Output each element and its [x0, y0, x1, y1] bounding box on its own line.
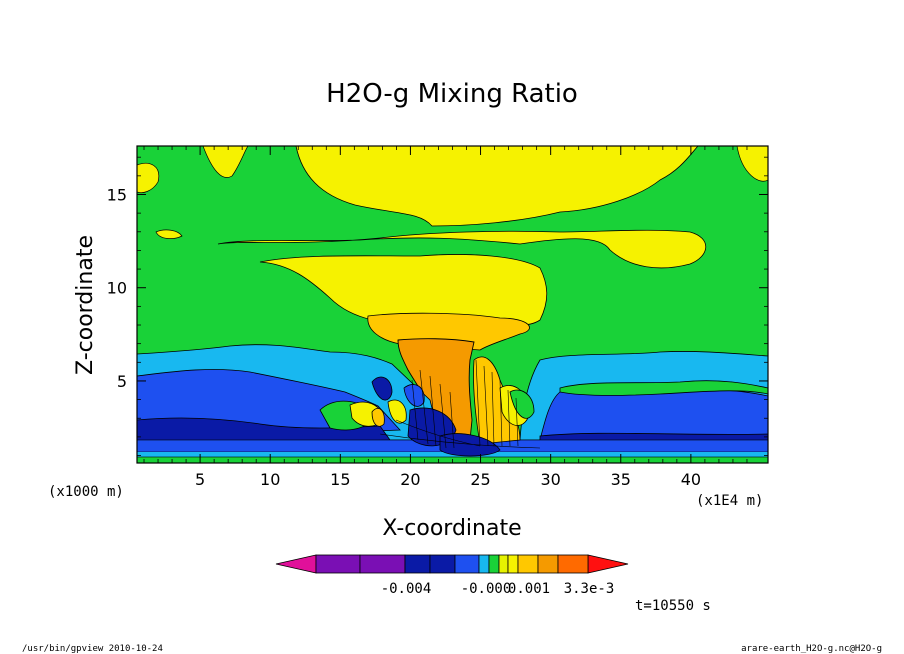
colorbar-segment — [315, 554, 361, 574]
footer-left: /usr/bin/gpview 2010-10-24 — [22, 644, 163, 654]
region-orange-cell — [371, 408, 385, 427]
colorbar-labels: -0.004 -0.000 0.001 3.3e-3 — [381, 581, 615, 597]
region-yellow-anvil — [217, 229, 707, 269]
x-tick-label: 30 — [540, 470, 560, 489]
region-blue-cell — [403, 384, 425, 407]
colorbar-segment — [537, 554, 559, 574]
chart-title: H2O-g Mixing Ratio — [326, 79, 578, 109]
region-yellow-patch — [155, 229, 183, 239]
colorbar-label: -0.000 — [461, 581, 512, 597]
region-darkblue-cell — [439, 433, 501, 457]
x-unit-right: (x1E4 m) — [696, 493, 763, 509]
x-tick-label: 25 — [470, 470, 490, 489]
colorbar-label: -0.004 — [381, 581, 432, 597]
contour-lines — [379, 359, 541, 449]
x-axis-label: X-coordinate — [382, 516, 521, 541]
colorbar-end-right — [587, 554, 629, 574]
convective-region — [319, 356, 541, 457]
region-darkblue-cell — [371, 376, 393, 401]
colorbar-end-left — [275, 554, 317, 574]
colorbar-segment — [507, 554, 519, 574]
x-tick-label: 40 — [681, 470, 701, 489]
x-tick-label: 10 — [260, 470, 280, 489]
region-yellow-plume-top — [295, 146, 699, 227]
colorbar-segment — [478, 554, 490, 574]
colorbar-segment — [429, 554, 456, 574]
x-tick-label: 20 — [400, 470, 420, 489]
y-axis-label: Z-coordinate — [73, 235, 98, 375]
colorbar-segment — [359, 554, 406, 574]
region-yellow-anvil — [259, 254, 548, 326]
colorbar — [275, 554, 629, 574]
footer-right: arare-earth_H2O-g.nc@H2O-g — [741, 644, 882, 654]
x-unit-left: (x1000 m) — [48, 484, 124, 500]
region-blue-layer — [539, 388, 768, 441]
region-yellow-patch — [137, 162, 160, 194]
colorbar-segment — [454, 554, 480, 574]
y-tick-label: 10 — [107, 279, 127, 298]
y-tick-label: 15 — [107, 185, 127, 204]
heatmap-field — [137, 146, 768, 463]
y-tick-label: 5 — [117, 372, 127, 391]
time-annotation: t=10550 s — [635, 598, 711, 614]
region-yellow-patch — [736, 146, 768, 182]
x-tick-label: 5 — [195, 470, 205, 489]
y-axis: 5 10 15 — [107, 156, 768, 456]
colorbar-segment — [498, 554, 509, 574]
colorbar-segment — [517, 554, 539, 574]
x-tick-label: 35 — [611, 470, 631, 489]
region-yellow-cell — [387, 399, 407, 424]
region-yellow-patch — [202, 146, 249, 178]
colorbar-label: 0.001 — [508, 581, 550, 597]
x-axis: 5 10 15 20 25 30 35 40 — [143, 146, 748, 489]
colorbar-segment — [557, 554, 589, 574]
region-green-patch — [559, 380, 768, 396]
colorbar-label: 3.3e-3 — [564, 581, 615, 597]
colorbar-segment — [404, 554, 431, 574]
colorbar-segment — [488, 554, 500, 574]
x-tick-label: 15 — [330, 470, 350, 489]
